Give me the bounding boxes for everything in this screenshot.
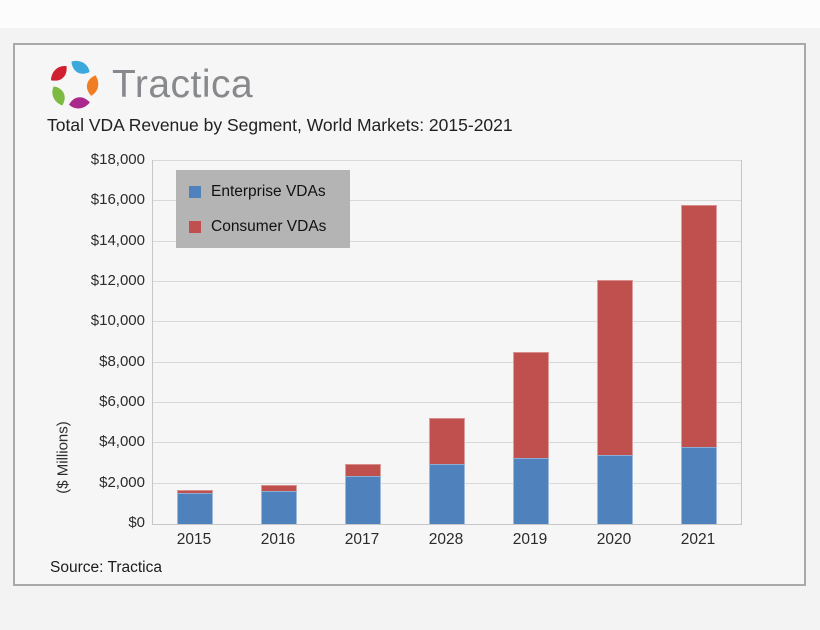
logo-petal: [69, 97, 90, 109]
legend: Enterprise VDAs Consumer VDAs: [176, 170, 350, 248]
gridline: [153, 321, 741, 323]
y-tick-label: $10,000: [90, 312, 145, 330]
logo-petal: [87, 75, 99, 96]
y-tick-label: $0: [128, 514, 145, 531]
y-tick-label: $18,000: [90, 151, 145, 168]
tractica-logo-icon: [50, 60, 99, 109]
x-axis: 2015 2016 2017 2028 2019 2020 2021: [152, 531, 740, 553]
bar-segment-2019: [513, 458, 549, 524]
gridline: [153, 160, 741, 161]
chart-card: Tractica Total VDA Revenue by Segment, W…: [13, 43, 806, 586]
y-tick-label: $14,000: [90, 231, 145, 249]
y-axis: ($ Millions) $0 $2,000 $4,000 $6,000 $8,000 $…: [45, 151, 146, 531]
x-tick-label: 2021: [680, 531, 716, 548]
gridline: [153, 402, 741, 403]
x-tick-label: 2028: [428, 531, 464, 548]
bar-segment-2017: [345, 475, 381, 524]
gridline: [153, 361, 741, 363]
legend-swatch-icon: [189, 185, 201, 198]
gridline: [153, 200, 741, 202]
y-tick-label: $12,000: [90, 272, 145, 289]
plot-area: Enterprise VDAs Consumer VDAs: [152, 160, 742, 525]
y-tick-label: $8,000: [99, 352, 145, 370]
bar-segment-2021: [681, 205, 717, 448]
legend-label: Enterprise VDAs: [211, 182, 326, 200]
bar-segment-2015: [177, 492, 213, 524]
bar-segment-2019: [513, 351, 549, 459]
y-tick-label: $4,000: [99, 433, 145, 451]
y-tick-label: $2,000: [99, 473, 145, 491]
x-tick-label: 2015: [176, 531, 212, 548]
legend-item: Consumer VDAs: [189, 216, 350, 237]
bar-segment-2016: [261, 490, 297, 524]
bar-segment-2020: [597, 455, 633, 524]
x-tick-label: 2019: [512, 531, 548, 548]
bar-segment-2028: [429, 418, 465, 464]
y-tick-label: $6,000: [99, 393, 145, 410]
logo-petal: [71, 60, 90, 74]
x-tick-label: 2020: [596, 531, 632, 548]
x-tick-label: 2016: [260, 531, 296, 548]
page-top-strip: [0, 0, 820, 28]
legend-swatch-icon: [189, 220, 201, 233]
y-axis-title: ($ Millions): [54, 421, 72, 494]
source-note: Source: Tractica: [50, 559, 162, 576]
x-tick-label: 2017: [344, 531, 380, 548]
logo-petal: [52, 86, 65, 106]
chart-title: Total VDA Revenue by Segment, World Mark…: [47, 115, 513, 135]
bar-segment-2016: [261, 485, 297, 491]
gridline: [153, 281, 741, 282]
brand-header: Tractica: [45, 59, 253, 111]
y-tick-label: $16,000: [90, 191, 145, 209]
legend-item: Enterprise VDAs: [189, 181, 350, 202]
bar-segment-2015: [177, 490, 213, 493]
bar-segment-2017: [345, 463, 381, 476]
logo-petal: [50, 66, 67, 81]
bar-segment-2021: [681, 447, 717, 524]
brand-name: Tractica: [112, 63, 254, 106]
gridline: [153, 240, 741, 242]
bar-segment-2028: [429, 463, 465, 524]
bar-segment-2020: [597, 280, 633, 456]
legend-label: Consumer VDAs: [211, 217, 327, 235]
